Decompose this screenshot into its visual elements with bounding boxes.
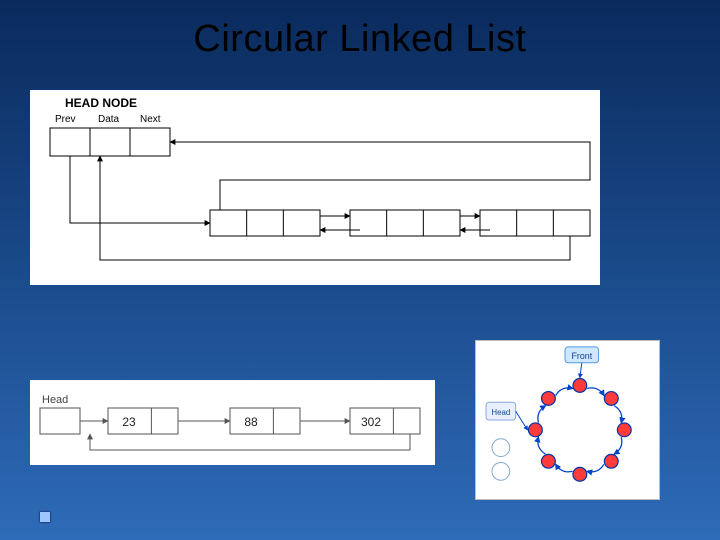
panel2-svg: 23 88 302 <box>30 380 435 465</box>
svg-text:23: 23 <box>122 415 136 429</box>
singly-circular-diagram: Head 2388302 <box>30 380 435 465</box>
svg-text:Front: Front <box>571 351 592 361</box>
ring-network-diagram: Front Head <box>475 340 660 500</box>
doubly-circular-diagram: HEAD NODE Prev Data Next <box>30 90 600 285</box>
panel3-svg: Front Head <box>476 341 659 499</box>
page-title: Circular Linked List <box>0 0 720 61</box>
svg-text:Head: Head <box>491 408 510 417</box>
svg-text:88: 88 <box>244 415 258 429</box>
slide-bullet-icon <box>40 512 50 522</box>
svg-text:302: 302 <box>361 415 381 429</box>
panel1-svg <box>30 90 600 285</box>
